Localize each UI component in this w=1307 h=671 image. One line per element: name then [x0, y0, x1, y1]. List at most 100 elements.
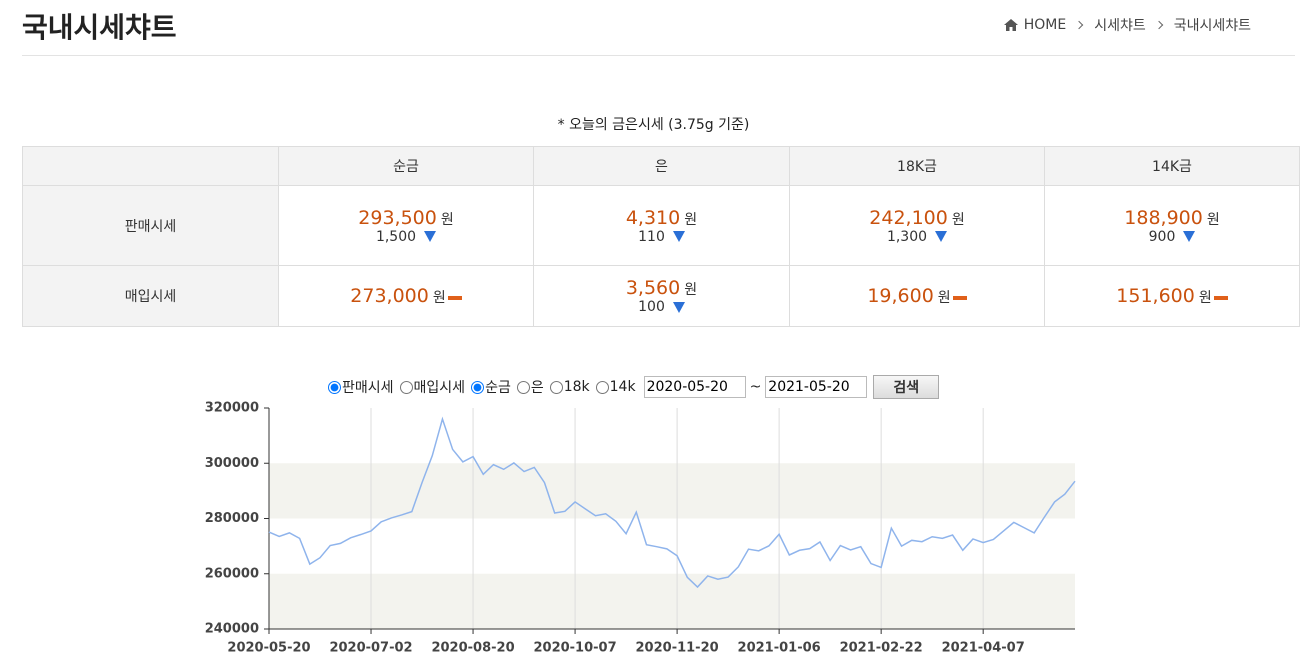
flat-indicator	[1213, 296, 1228, 300]
price: 293,500	[358, 206, 437, 229]
radio-label[interactable]: 매입시세	[413, 380, 466, 396]
price: 3,560	[625, 277, 681, 299]
radio-label[interactable]: 은	[530, 380, 544, 396]
table-row: 매입시세 273,000 원 3,560 원 100 19,600 원 151,600 원	[22, 265, 1300, 327]
radio-metal[interactable]	[595, 380, 609, 394]
change-line: 1,500	[279, 229, 533, 245]
divider	[22, 55, 1295, 56]
change: 100	[638, 299, 665, 315]
change: 1,500	[375, 228, 417, 245]
price-line: 151,600 원	[1045, 285, 1299, 307]
x-tick-label: 2020-05-20	[227, 641, 310, 656]
table-caption: * 오늘의 금은시세 (3.75g 기준)	[557, 117, 750, 133]
price: 19,600	[867, 285, 934, 307]
x-tick-label: 2020-11-20	[636, 641, 719, 656]
radio-type[interactable]	[328, 380, 341, 394]
row-label: 매입시세	[22, 265, 279, 327]
change-line: 110	[534, 229, 789, 245]
grid-band	[269, 573, 1075, 629]
radio-metal[interactable]	[549, 380, 563, 394]
change: 900	[1148, 228, 1176, 245]
row-label: 판매시세	[22, 185, 279, 266]
x-tick-label: 2021-01-06	[738, 641, 821, 656]
y-tick-label: 320000	[205, 401, 259, 416]
radio-label[interactable]: 18k	[563, 379, 590, 395]
column-header: 14K금	[1044, 146, 1300, 186]
flat-indicator	[447, 296, 462, 300]
price-cell: 188,900 원 900	[1044, 185, 1300, 266]
unit: 원	[1206, 211, 1220, 228]
price-line: 3,560 원	[534, 277, 789, 299]
breadcrumb-item[interactable]: 국내시세챠트	[1173, 18, 1251, 34]
corner-cell	[22, 146, 279, 186]
change: 1,300	[886, 228, 928, 245]
change: 110	[638, 228, 665, 245]
price-table: 순금 은 18K금 14K금 판매시세 293,500 원 1,500 4,310 원 110 242…	[22, 146, 1300, 327]
radio-label[interactable]: 순금	[485, 380, 511, 396]
radio-metal[interactable]	[471, 380, 485, 394]
radio-option[interactable]: 은	[515, 377, 544, 397]
unit: 원	[432, 290, 446, 306]
date-separator: ~	[749, 379, 762, 395]
radio-label[interactable]: 판매시세	[342, 380, 394, 396]
price: 4,310	[625, 206, 681, 229]
price-line: 4,310 원	[534, 207, 789, 229]
chart-controls: 판매시세 매입시세 순금 은 18k 14k ~ 검색	[326, 375, 940, 399]
down-arrow	[672, 301, 685, 313]
unit: 원	[951, 211, 965, 228]
radio-option[interactable]: 18k	[548, 379, 590, 395]
change-line: 900	[1045, 229, 1299, 245]
radio-option[interactable]: 매입시세	[398, 377, 466, 397]
y-tick-label: 300000	[205, 456, 259, 471]
y-tick-label: 240000	[205, 622, 259, 637]
start-date[interactable]	[643, 376, 746, 398]
down-arrow	[1183, 231, 1196, 242]
price-line: 293,500 원	[279, 207, 533, 229]
search-button[interactable]: 검색	[873, 375, 940, 399]
x-tick-label: 2020-10-07	[533, 641, 616, 656]
x-tick-label: 2020-08-20	[431, 641, 514, 656]
breadcrumb-item[interactable]: HOME	[1023, 17, 1067, 33]
radio-option[interactable]: 14k	[594, 379, 636, 395]
unit: 원	[937, 290, 951, 306]
breadcrumb-item[interactable]: 시세챠트	[1094, 18, 1146, 34]
price-line: 242,100 원	[790, 207, 1044, 229]
unit: 원	[440, 211, 454, 228]
y-tick-label: 260000	[205, 566, 259, 581]
column-header: 은	[533, 146, 790, 186]
change-line: 1,300	[790, 229, 1044, 245]
price-cell: 273,000 원	[278, 265, 534, 327]
down-arrow	[672, 231, 685, 242]
radio-option[interactable]: 순금	[469, 377, 511, 397]
flat-indicator	[952, 296, 967, 300]
price-cell: 151,600 원	[1044, 265, 1300, 327]
unit: 원	[684, 211, 698, 228]
home-icon	[1003, 19, 1018, 31]
page-title: 국내시세챠트	[22, 11, 177, 44]
grid-band	[269, 463, 1075, 519]
price: 151,600	[1116, 285, 1195, 307]
breadcrumb: HOME 시세챠트 국내시세챠트	[1003, 15, 1251, 35]
change-line: 100	[534, 299, 789, 315]
down-arrow	[935, 231, 948, 242]
price-cell: 19,600 원	[789, 265, 1045, 327]
radio-type[interactable]	[399, 380, 413, 394]
price-cell: 3,560 원 100	[533, 265, 790, 327]
end-date[interactable]	[765, 376, 868, 398]
radio-option[interactable]: 판매시세	[326, 377, 394, 397]
price: 273,000	[350, 285, 429, 307]
price-line: 19,600 원	[790, 285, 1044, 307]
y-tick-label: 280000	[205, 511, 259, 526]
x-tick-label: 2020-07-02	[329, 641, 412, 656]
unit: 원	[1198, 290, 1212, 306]
price-line: 273,000 원	[279, 285, 533, 307]
price-line: 188,900 원	[1045, 207, 1299, 229]
radio-metal[interactable]	[516, 380, 530, 394]
price-line	[268, 416, 1076, 589]
radio-label[interactable]: 14k	[609, 379, 636, 395]
price: 188,900	[1124, 206, 1203, 229]
down-arrow	[424, 231, 437, 242]
x-tick-label: 2021-02-22	[840, 641, 923, 656]
